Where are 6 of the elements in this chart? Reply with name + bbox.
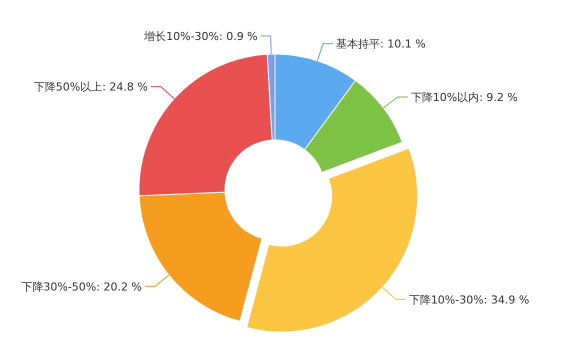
slice-label: 下降10%以内: 9.2 % [410, 91, 518, 104]
slice-label: 下降50%以上: 24.8 % [34, 80, 148, 94]
slice-label: 增长10%-30%: 0.9 % [143, 30, 258, 44]
slice-label: 基本持平: 10.1 % [336, 38, 426, 51]
slice-label: 下降30%-50%: 20.2 % [21, 280, 142, 294]
slice-label: 下降10%-30%: 34.9 % [408, 293, 530, 306]
